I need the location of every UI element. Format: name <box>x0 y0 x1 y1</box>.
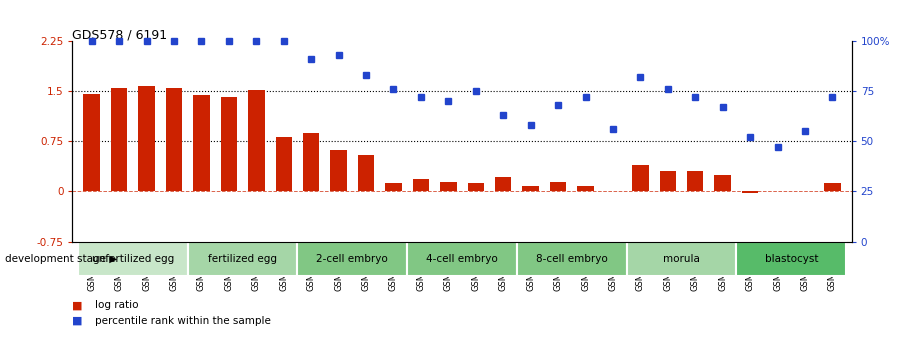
Bar <box>139 86 155 191</box>
Bar <box>111 88 128 191</box>
Text: unfertilized egg: unfertilized egg <box>92 254 174 264</box>
Bar <box>78 241 188 276</box>
Text: 2-cell embryo: 2-cell embryo <box>316 254 388 264</box>
Bar <box>303 133 320 191</box>
Text: morula: morula <box>663 254 700 264</box>
Text: ■: ■ <box>72 300 83 310</box>
Text: 8-cell embryo: 8-cell embryo <box>536 254 608 264</box>
Bar <box>83 94 100 191</box>
Bar <box>358 155 374 191</box>
Text: 4-cell embryo: 4-cell embryo <box>426 254 498 264</box>
Bar <box>627 241 737 276</box>
Text: GDS578 / 6191: GDS578 / 6191 <box>72 28 168 41</box>
Bar <box>715 175 731 191</box>
Bar <box>188 241 297 276</box>
Bar <box>577 186 593 191</box>
Text: percentile rank within the sample: percentile rank within the sample <box>95 316 271 326</box>
Text: blastocyst: blastocyst <box>765 254 818 264</box>
Bar <box>193 95 209 191</box>
Bar <box>297 241 407 276</box>
Bar <box>742 191 758 193</box>
Bar <box>687 171 703 191</box>
Bar <box>275 137 292 191</box>
Bar <box>467 184 484 191</box>
Bar <box>407 241 517 276</box>
Bar <box>824 184 841 191</box>
Bar <box>412 179 429 191</box>
Bar <box>523 186 539 191</box>
Bar <box>166 88 182 191</box>
Bar <box>221 97 237 191</box>
Text: ■: ■ <box>72 316 83 326</box>
Text: log ratio: log ratio <box>95 300 139 310</box>
Text: development stage ▶: development stage ▶ <box>5 254 117 264</box>
Bar <box>737 241 846 276</box>
Bar <box>331 150 347 191</box>
Text: fertilized egg: fertilized egg <box>208 254 277 264</box>
Bar <box>632 165 649 191</box>
Bar <box>248 90 265 191</box>
Bar <box>495 177 512 191</box>
Bar <box>550 182 566 191</box>
Bar <box>440 182 457 191</box>
Bar <box>517 241 627 276</box>
Bar <box>660 171 676 191</box>
Bar <box>385 184 401 191</box>
